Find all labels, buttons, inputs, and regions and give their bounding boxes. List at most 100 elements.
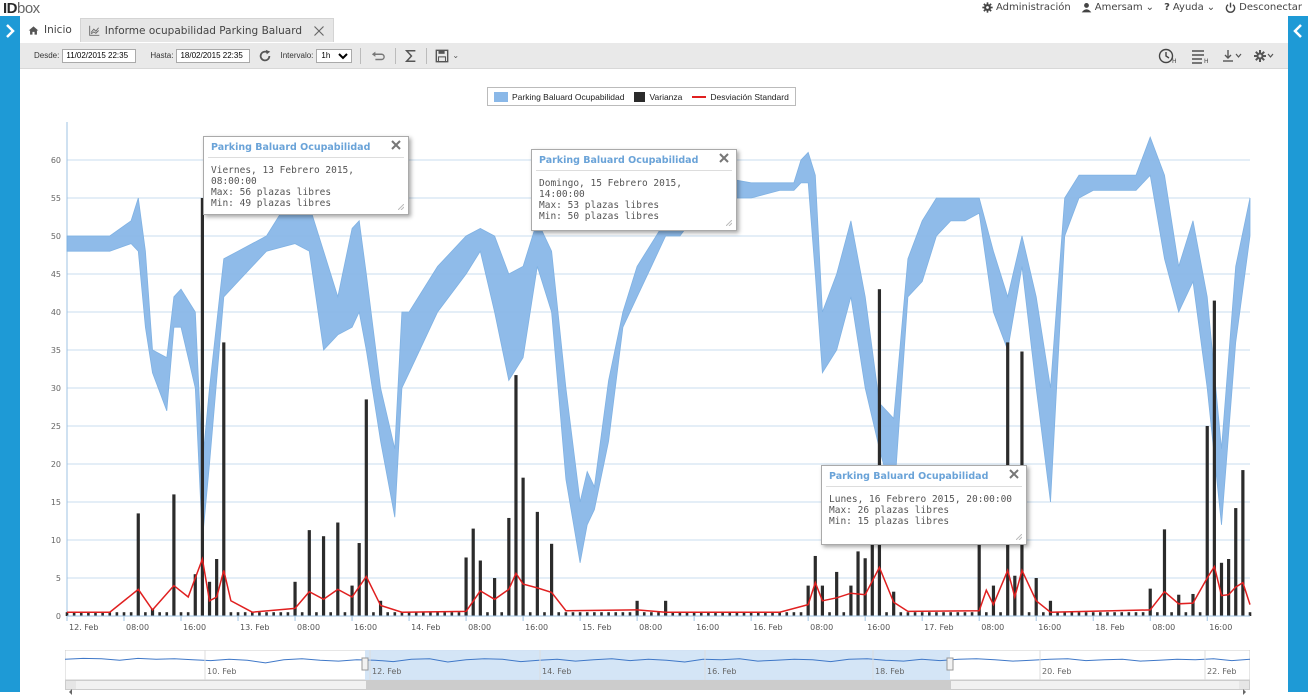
bar-baseline	[1056, 612, 1059, 616]
navigator-handle[interactable]	[361, 657, 369, 671]
separator	[395, 47, 397, 64]
bar-baseline	[985, 612, 988, 616]
bar-varianza	[1177, 594, 1181, 616]
power-icon	[1225, 2, 1236, 13]
caret-right-icon	[1243, 689, 1246, 695]
clock-history-icon[interactable]: H	[1158, 48, 1178, 64]
bar-baseline	[1106, 612, 1109, 616]
bar-baseline	[543, 612, 546, 616]
logout-link[interactable]: Desconectar	[1225, 2, 1302, 13]
bar-baseline	[165, 612, 169, 616]
occupancy-chart[interactable]: 0 5 10 15 20 25 30 35 40 45 50 55 60 12. Feb 08:00 16:0…	[20, 110, 1288, 640]
bar-varianza	[870, 508, 874, 616]
bar-baseline	[1091, 612, 1095, 616]
resize-grip-icon[interactable]	[1016, 534, 1022, 540]
scrollbar-thumb[interactable]	[366, 681, 951, 689]
bar-varianza	[1219, 562, 1224, 616]
legend-item-ocupabilidad[interactable]: Parking Baluard Ocupabilidad	[494, 91, 625, 102]
legend-item-varianza[interactable]: Varianza	[634, 91, 682, 102]
save-icon[interactable]	[435, 49, 449, 63]
bar-varianza	[1241, 470, 1245, 616]
y-tick-label: 40	[51, 308, 61, 317]
undo-icon[interactable]	[369, 49, 387, 63]
help-menu[interactable]: ? Ayuda ⌄	[1164, 2, 1216, 13]
y-tick-label: 55	[51, 194, 61, 203]
right-panel-toggle[interactable]	[1288, 16, 1308, 692]
x-tick-label: 16:00	[867, 623, 890, 632]
bar-baseline	[792, 612, 796, 616]
bar-baseline	[1027, 612, 1031, 616]
left-panel-toggle[interactable]	[0, 16, 20, 692]
close-icon[interactable]	[313, 25, 325, 37]
home-icon	[28, 25, 39, 35]
tooltip-min: Min: 15 plazas libres	[829, 516, 950, 527]
bar-varianza	[991, 585, 996, 616]
bar-baseline	[179, 612, 183, 616]
admin-link[interactable]: Administración	[982, 2, 1071, 13]
y-tick-label: 25	[51, 422, 61, 431]
bar-varianza	[835, 571, 839, 616]
bar-varianza	[863, 558, 867, 616]
to-label: Hasta:	[150, 51, 174, 60]
bar-baseline	[607, 612, 610, 616]
bar-varianza	[1034, 578, 1038, 616]
navigator-scrollbar[interactable]	[65, 680, 1250, 695]
bar-baseline	[1156, 612, 1159, 616]
bar-baseline	[949, 612, 952, 616]
navigator-label: 14. Feb	[542, 667, 571, 676]
scroll-left-button[interactable]	[66, 681, 76, 695]
bar-baseline	[286, 612, 290, 616]
bar-baseline	[628, 612, 632, 616]
bar-baseline	[1063, 612, 1067, 616]
scroll-right-button[interactable]	[1239, 681, 1249, 695]
sum-icon[interactable]	[404, 49, 418, 63]
bar-baseline	[650, 612, 653, 616]
navigator-handle[interactable]	[946, 657, 954, 671]
bar-baseline	[828, 612, 831, 616]
close-icon[interactable]	[391, 140, 401, 150]
close-icon[interactable]	[1009, 469, 1019, 479]
user-menu[interactable]: Amersam ⌄	[1081, 2, 1154, 13]
bar-baseline	[970, 612, 974, 616]
bar-baseline	[101, 612, 104, 616]
list-history-icon[interactable]: H	[1190, 48, 1210, 64]
bar-varianza	[892, 591, 896, 616]
settings-icon[interactable]	[1254, 48, 1274, 64]
tooltip-body: Lunes, 16 Febrero 2015, 20:00:00 Max: 26…	[822, 487, 1026, 534]
bar-varianza	[307, 530, 311, 616]
navigator-label: 22. Feb	[1207, 667, 1236, 676]
navigator-selection[interactable]	[365, 650, 950, 680]
refresh-icon[interactable]	[258, 49, 272, 63]
bar-varianza	[471, 528, 475, 616]
bar-baseline	[771, 612, 774, 616]
close-icon[interactable]	[719, 153, 729, 163]
bar-baseline	[906, 612, 910, 616]
interval-select[interactable]: 1h	[316, 48, 353, 63]
resize-grip-icon[interactable]	[398, 204, 404, 210]
bar-baseline	[429, 612, 432, 616]
chevron-down-icon[interactable]: ⌄	[452, 51, 460, 60]
tooltip-date: Lunes, 16 Febrero 2015, 20:00:00	[829, 494, 1013, 505]
resize-grip-icon[interactable]	[726, 220, 732, 226]
bar-varianza	[1148, 588, 1152, 616]
x-tick-label: 16:00	[354, 623, 377, 632]
bar-baseline	[272, 612, 275, 616]
bar-baseline	[778, 612, 781, 616]
bar-varianza	[1234, 508, 1238, 616]
bar-varianza	[813, 555, 817, 616]
tab-home[interactable]: Inicio	[20, 18, 80, 42]
bar-baseline	[593, 612, 596, 616]
bar-baseline	[999, 612, 1002, 616]
bar-baseline	[699, 612, 703, 616]
legend-label: Parking Baluard Ocupabilidad	[512, 91, 625, 102]
chart-navigator[interactable]: 10. Feb 12. Feb 14. Feb 16. Feb 18. Feb 20. F…	[65, 650, 1250, 680]
to-date-input[interactable]	[176, 48, 251, 63]
bar-baseline	[500, 612, 504, 616]
tab-report[interactable]: Informe ocupabilidad Parking Baluard	[79, 18, 335, 42]
app-logo[interactable]: IDbox	[3, 0, 40, 17]
legend-item-desviacion[interactable]: Desviación Standard	[692, 92, 789, 102]
bar-baseline	[899, 612, 903, 616]
navigator-label: 16. Feb	[707, 667, 736, 676]
from-date-input[interactable]	[62, 48, 137, 63]
download-icon[interactable]	[1222, 48, 1242, 64]
